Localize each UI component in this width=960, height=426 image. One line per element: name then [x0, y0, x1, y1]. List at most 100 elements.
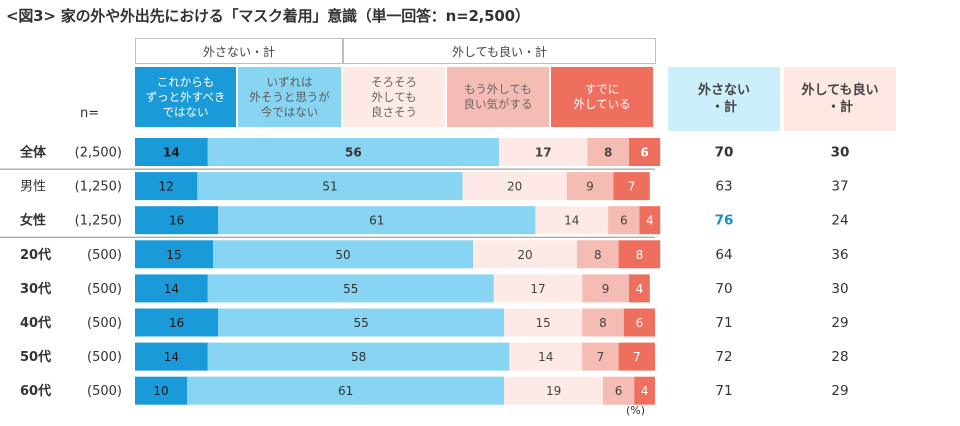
data-label: 14: [538, 350, 553, 364]
total-keep-on: 70: [715, 145, 734, 161]
data-label: 8: [636, 248, 644, 262]
bar-segment: [462, 172, 567, 201]
bar-segment: [135, 274, 208, 303]
bar-segment: [629, 138, 661, 166]
data-label: 20: [517, 248, 532, 262]
data-label: 55: [343, 282, 358, 296]
row-label: 50代: [20, 349, 51, 365]
data-label: 15: [166, 248, 181, 262]
total-can-remove: 30: [831, 281, 848, 297]
total-keep-on: 63: [715, 179, 732, 195]
row-label: 女性: [20, 213, 46, 229]
data-label: 58: [351, 350, 366, 364]
summary-header-can-remove: 外しても良い ・計: [784, 67, 896, 131]
data-label: 55: [354, 316, 369, 330]
data-label: 8: [599, 316, 607, 330]
total-can-remove: 24: [831, 213, 848, 229]
total-can-remove: 29: [831, 383, 848, 399]
bar-segment: [577, 240, 619, 269]
legend-item-5: すでに 外している: [551, 67, 653, 127]
bar-segment: [135, 376, 187, 405]
bar-segment: [207, 342, 510, 371]
data-label: 14: [564, 214, 579, 228]
bar-segment: [582, 308, 624, 337]
bar-segment: [603, 376, 635, 405]
total-keep-on: 64: [715, 247, 732, 263]
bar-segment: [197, 172, 463, 201]
bar-segment: [582, 274, 629, 303]
row-n: (500): [87, 282, 122, 297]
data-label: 4: [641, 384, 649, 398]
data-label: 16: [169, 214, 184, 228]
data-label: 6: [620, 214, 628, 228]
row-label: 40代: [20, 315, 51, 331]
data-label: 6: [615, 384, 623, 398]
bar-segment: [566, 172, 614, 201]
bar-segment: [618, 342, 655, 371]
data-label: 9: [602, 282, 610, 296]
bar-segment: [135, 172, 198, 201]
data-label: 14: [164, 282, 179, 296]
data-label: 4: [646, 214, 654, 228]
summary-header-keep-on: 外さない ・計: [668, 67, 780, 131]
bar-segment: [618, 240, 661, 269]
data-label: 8: [594, 248, 602, 262]
bar-segment: [218, 206, 536, 235]
row-label: 20代: [20, 247, 51, 263]
data-label: 56: [345, 146, 362, 160]
bar-segment: [499, 138, 588, 166]
total-can-remove: 28: [831, 349, 848, 365]
data-label: 8: [604, 146, 612, 160]
row-n: (500): [87, 316, 122, 331]
bar-segment: [207, 274, 494, 303]
bar-segment: [613, 172, 650, 201]
data-label: 12: [159, 180, 174, 194]
bar-segment: [629, 274, 650, 303]
row-n: (500): [87, 384, 122, 399]
chart-title: <図3> 家の外や外出先における「マスク着用」意識（単一回答：n=2,500）: [6, 7, 530, 25]
data-label: 9: [586, 180, 594, 194]
total-keep-on: 71: [715, 315, 732, 331]
data-label: 14: [163, 146, 180, 160]
bar-segment: [187, 376, 505, 405]
data-label: 10: [153, 384, 168, 398]
data-label: 61: [338, 384, 353, 398]
bar-segment: [135, 206, 219, 235]
bar-segment: [135, 342, 208, 371]
data-label: 61: [369, 214, 384, 228]
legend-item-1: これからも ずっと外すべき ではない: [135, 67, 236, 127]
data-label: 17: [530, 282, 545, 296]
bar-segment: [135, 240, 213, 269]
total-can-remove: 36: [831, 247, 848, 263]
percent-unit: (%): [626, 404, 646, 417]
data-label: 19: [546, 384, 561, 398]
bar-segment: [473, 240, 577, 269]
total-keep-on: 76: [715, 213, 734, 229]
bar-segment: [634, 376, 655, 405]
bar-segment: [582, 342, 619, 371]
data-label: 6: [640, 146, 648, 160]
row-n: (500): [87, 248, 122, 263]
total-keep-on: 71: [715, 383, 732, 399]
total-can-remove: 30: [831, 145, 850, 161]
data-label: 14: [164, 350, 179, 364]
row-label: 全体: [19, 145, 47, 161]
bar-segment: [213, 240, 473, 269]
data-label: 17: [535, 146, 552, 160]
total-can-remove: 37: [831, 179, 848, 195]
bar-segment: [509, 342, 583, 371]
bar-segment: [493, 274, 583, 303]
data-label: 7: [633, 350, 641, 364]
bar-segment: [207, 138, 500, 166]
bar-segment: [135, 308, 219, 337]
total-keep-on: 72: [715, 349, 732, 365]
row-n: (500): [87, 350, 122, 365]
legend-item-4: もう外しても 良い気がする: [447, 67, 549, 127]
bar-segment: [587, 138, 629, 166]
bar-segment: [535, 206, 609, 235]
total-keep-on: 70: [715, 281, 732, 297]
data-label: 20: [507, 180, 522, 194]
data-label: 51: [322, 180, 337, 194]
